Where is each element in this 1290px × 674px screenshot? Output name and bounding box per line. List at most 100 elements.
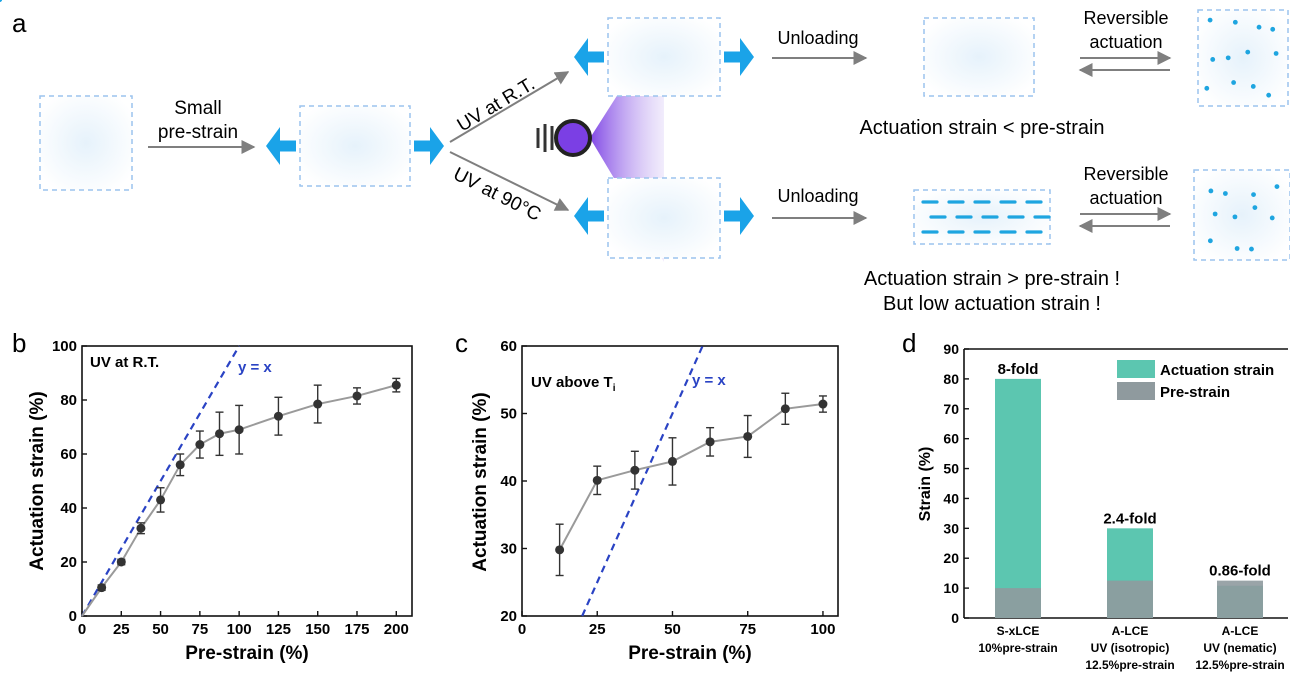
x-tick-label: 50 — [152, 621, 169, 638]
data-point — [116, 557, 126, 567]
category-label-line1: A-LCE — [1112, 624, 1149, 638]
chart-c-annotation: UV above Ti — [531, 374, 616, 394]
end-bottom-dot — [1222, 191, 1228, 196]
reversible-bottom-1: Reversible — [1083, 164, 1168, 184]
y-tick-label: 0 — [951, 610, 959, 626]
uv-90-label: UV at 90°C — [450, 164, 544, 226]
reference-line-y-equals-x — [581, 345, 704, 617]
end-top-dot — [1273, 51, 1279, 56]
category-label-line2: UV (isotropic) — [1091, 641, 1170, 655]
end-top-dot — [1256, 24, 1262, 30]
y-tick-label: 30 — [500, 541, 517, 558]
category-label-line1: S-xLCE — [997, 624, 1040, 638]
data-point — [630, 465, 640, 475]
panel-a: a Small pre-strain UV at R.T. UV at 90°C… — [0, 0, 1290, 315]
end-bottom-dot — [1208, 188, 1214, 194]
x-tick-label: 100 — [810, 621, 835, 638]
category-label-line2: 10%pre-strain — [978, 641, 1057, 655]
arrow-uv-90 — [449, 151, 570, 211]
data-point — [195, 440, 205, 450]
uv-rt-label: UV at R.T. — [454, 74, 539, 137]
y-tick-label: 30 — [943, 520, 959, 536]
plot-frame — [81, 345, 413, 617]
box-initial — [39, 95, 133, 191]
reference-line-y-equals-x — [81, 345, 241, 617]
reversible-top-2: actuation — [1089, 32, 1162, 52]
blue-arrow-uv-rt-left — [574, 38, 604, 76]
end-bottom-dot — [1274, 184, 1280, 189]
data-point — [705, 437, 715, 447]
x-tick-label: 0 — [78, 621, 86, 638]
panel-c: c 0 25 50 75 100 20 30 40 50 60 UV above Ti y = x… — [455, 328, 839, 664]
schematic-shapes — [0, 0, 1290, 261]
y-tick-label: 0 — [69, 608, 77, 625]
y-tick-label: 10 — [943, 580, 959, 596]
end-top-dot — [1204, 85, 1210, 91]
data-point — [352, 391, 362, 401]
chart-c: 0 25 50 75 100 20 30 40 50 60 — [500, 338, 839, 638]
arrow-uv-rt — [449, 71, 570, 143]
end-top-dot — [1250, 84, 1256, 89]
legend-swatch-actuation — [1117, 360, 1155, 378]
bar-prestrain — [1217, 580, 1263, 618]
reversible-top-1: Reversible — [1083, 8, 1168, 28]
y-tick-label: 60 — [60, 446, 77, 463]
bar-prestrain — [995, 588, 1041, 618]
x-tick-label: 100 — [227, 621, 252, 638]
chart-b-annotation: UV at R.T. — [90, 354, 159, 371]
chart-b-ylabel: Actuation strain (%) — [27, 391, 48, 570]
end-bottom-dot — [1207, 238, 1213, 244]
data-point — [136, 523, 146, 533]
blue-arrow-uv-rt-right — [724, 38, 754, 76]
chart-d-ylabel: Strain (%) — [917, 447, 934, 522]
end-top-dot — [1225, 55, 1231, 61]
data-point — [97, 583, 107, 593]
category-label-line3: 12.5%pre-strain — [1195, 658, 1284, 672]
box-uv-90 — [607, 177, 721, 259]
end-top-dot — [1210, 57, 1216, 62]
legend-label-prestrain: Pre-strain — [1160, 384, 1230, 401]
y-tick-label: 60 — [943, 431, 959, 447]
result-bottom-2: But low actuation strain ! — [883, 293, 1101, 315]
chart-c-refline-label: y = x — [692, 372, 726, 389]
legend-swatch-prestrain — [1117, 382, 1155, 400]
end-top-dot — [1232, 19, 1238, 25]
y-tick-label: 50 — [500, 406, 517, 423]
end-top-dot — [1270, 26, 1276, 32]
blue-arrow-strained-left — [266, 127, 296, 165]
box-uv-rt — [607, 17, 721, 97]
chart-d: 0 10 20 30 40 50 60 70 80 90 8-fold S-xLCE 10%pre-st… — [943, 341, 1288, 672]
data-point — [592, 475, 602, 485]
data-point — [234, 425, 244, 435]
y-tick-label: 20 — [943, 550, 959, 566]
box-end-bottom — [1193, 169, 1290, 261]
y-tick-label: 40 — [60, 500, 77, 517]
y-tick-label: 100 — [52, 338, 77, 355]
data-point — [555, 545, 565, 555]
legend-label-actuation: Actuation strain — [1160, 362, 1274, 379]
end-top-dot — [1266, 92, 1272, 98]
y-tick-label: 70 — [943, 401, 959, 417]
unloading-bottom-label: Unloading — [777, 186, 858, 206]
panel-d-label: d — [902, 328, 916, 358]
fold-label: 0.86-fold — [1209, 563, 1271, 580]
y-tick-label: 20 — [500, 608, 517, 625]
uv-lamp-icon — [536, 119, 592, 157]
end-bottom-dot — [1249, 246, 1254, 252]
category-label-line2: UV (nematic) — [1203, 641, 1276, 655]
x-tick-label: 75 — [739, 621, 756, 638]
end-bottom-dot — [1269, 215, 1275, 221]
reversible-bottom-2: actuation — [1089, 188, 1162, 208]
blue-arrow-uv-90-left — [574, 197, 604, 235]
y-tick-label: 90 — [943, 341, 959, 357]
panel-b-label: b — [12, 328, 26, 358]
chart-b: 0 25 50 75 100 125 150 175 200 0 20 40 60 80 100 — [52, 338, 413, 638]
x-tick-label: 75 — [192, 621, 209, 638]
chart-b-refline-label: y = x — [238, 359, 272, 376]
x-tick-label: 0 — [518, 621, 526, 638]
bar-actuation — [995, 378, 1041, 618]
box-strained — [299, 105, 411, 187]
end-bottom-dot — [1212, 211, 1218, 217]
panel-a-label: a — [12, 8, 27, 38]
